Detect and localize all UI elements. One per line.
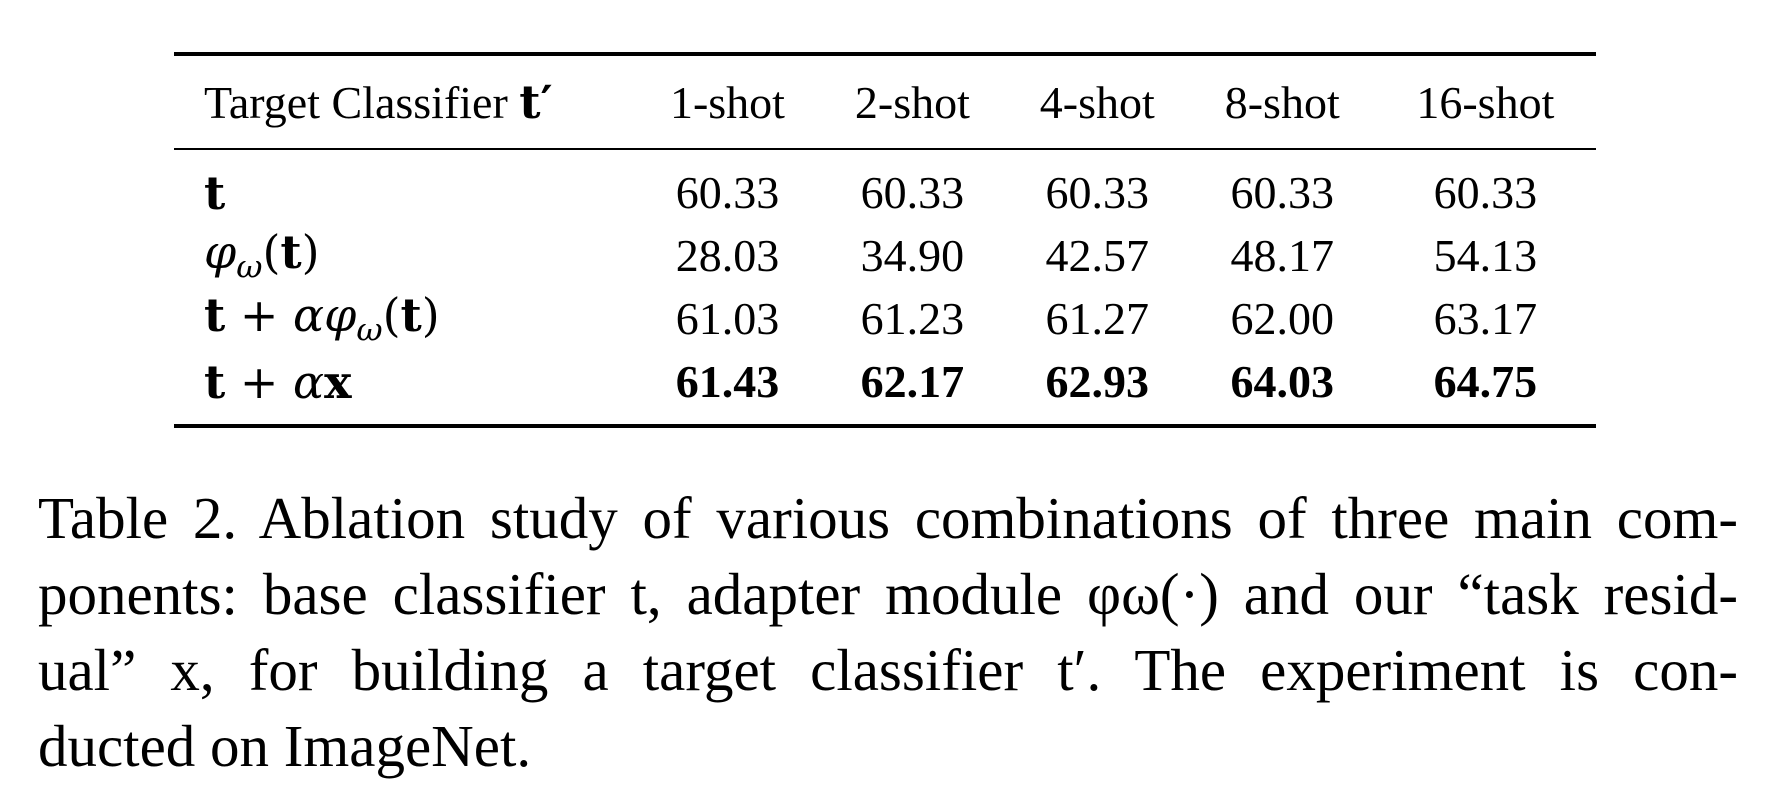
table-row: t + αφω(t) 61.03 61.23 61.27 62.00 63.17 — [174, 287, 1596, 350]
table-cell-best: 61.43 — [675, 356, 780, 407]
table-caption: Table 2. Ablation study of various combi… — [38, 480, 1738, 784]
row-label-part: t — [280, 225, 302, 280]
table-cell: 61.03 — [675, 293, 780, 344]
table-cell: 48.17 — [1230, 230, 1334, 281]
table-cell: 60.33 — [1433, 167, 1538, 218]
table-cell-best: 64.75 — [1433, 356, 1538, 407]
header-label-text: Target Classifier — [204, 77, 508, 128]
row-label-part: ) — [301, 225, 320, 280]
row-label: t + αx — [174, 350, 635, 426]
table-cell: 54.13 — [1433, 230, 1538, 281]
row-label-part: ω — [356, 310, 383, 349]
row-label-part: φ — [204, 225, 237, 280]
row-label-part: α — [293, 354, 325, 409]
row-label-part: t — [204, 288, 226, 343]
results-table: Target Classifier t′ 1-shot 2-shot 4-sho… — [174, 52, 1596, 428]
header-2-shot: 2-shot — [854, 76, 970, 128]
table-cell: 63.17 — [1433, 293, 1538, 344]
row-label-part: ω — [236, 247, 263, 286]
header-label-symbol: t′ — [519, 75, 553, 129]
row-label-part: t — [204, 165, 226, 220]
row-label-part: x — [324, 354, 352, 409]
caption-line: Table 2. Ablation study of various combi… — [38, 485, 1738, 551]
row-label: t + αφω(t) — [174, 287, 635, 350]
row-label-part: α — [293, 288, 325, 343]
table-cell: 60.33 — [860, 167, 965, 218]
table-cell: 61.27 — [1045, 293, 1150, 344]
row-label-part: ( — [382, 288, 401, 343]
row-label-part: + — [225, 288, 294, 343]
table-row: t + αx 61.43 62.17 62.93 64.03 64.75 — [174, 350, 1596, 426]
table-cell: 28.03 — [675, 230, 780, 281]
row-label-part: + — [225, 354, 294, 409]
row-label-part: ( — [262, 225, 281, 280]
table-cell: 61.23 — [860, 293, 965, 344]
table-row: t 60.33 60.33 60.33 60.33 60.33 — [174, 149, 1596, 224]
table-cell: 60.33 — [1045, 167, 1150, 218]
row-label: φω(t) — [174, 224, 635, 287]
table-cell: 34.90 — [860, 230, 965, 281]
table-cell-best: 62.17 — [860, 356, 965, 407]
table-cell: 60.33 — [675, 167, 780, 218]
caption-line: ducted on ImageNet. — [38, 713, 532, 779]
row-label-part: t — [204, 354, 226, 409]
row-label-part: φ — [324, 288, 357, 343]
table-cell: 42.57 — [1045, 230, 1150, 281]
header-target-classifier: Target Classifier t′ — [174, 54, 635, 149]
caption-line: ual” x, for building a target classifier… — [38, 637, 1738, 703]
table-cell: 62.00 — [1230, 293, 1334, 344]
header-16-shot: 16-shot — [1416, 76, 1555, 128]
row-label-part: t — [400, 288, 422, 343]
header-1-shot: 1-shot — [669, 76, 785, 128]
table-header-row: Target Classifier t′ 1-shot 2-shot 4-sho… — [174, 54, 1596, 149]
table-cell: 60.33 — [1230, 167, 1334, 218]
row-label: t — [174, 149, 635, 224]
header-8-shot: 8-shot — [1224, 76, 1340, 128]
table-row: φω(t) 28.03 34.90 42.57 48.17 54.13 — [174, 224, 1596, 287]
header-4-shot: 4-shot — [1039, 76, 1155, 128]
caption-line: ponents: base classifier t, adapter modu… — [38, 561, 1738, 627]
table-cell-best: 62.93 — [1045, 356, 1150, 407]
row-label-part: ) — [421, 288, 440, 343]
table-cell-best: 64.03 — [1230, 356, 1334, 407]
